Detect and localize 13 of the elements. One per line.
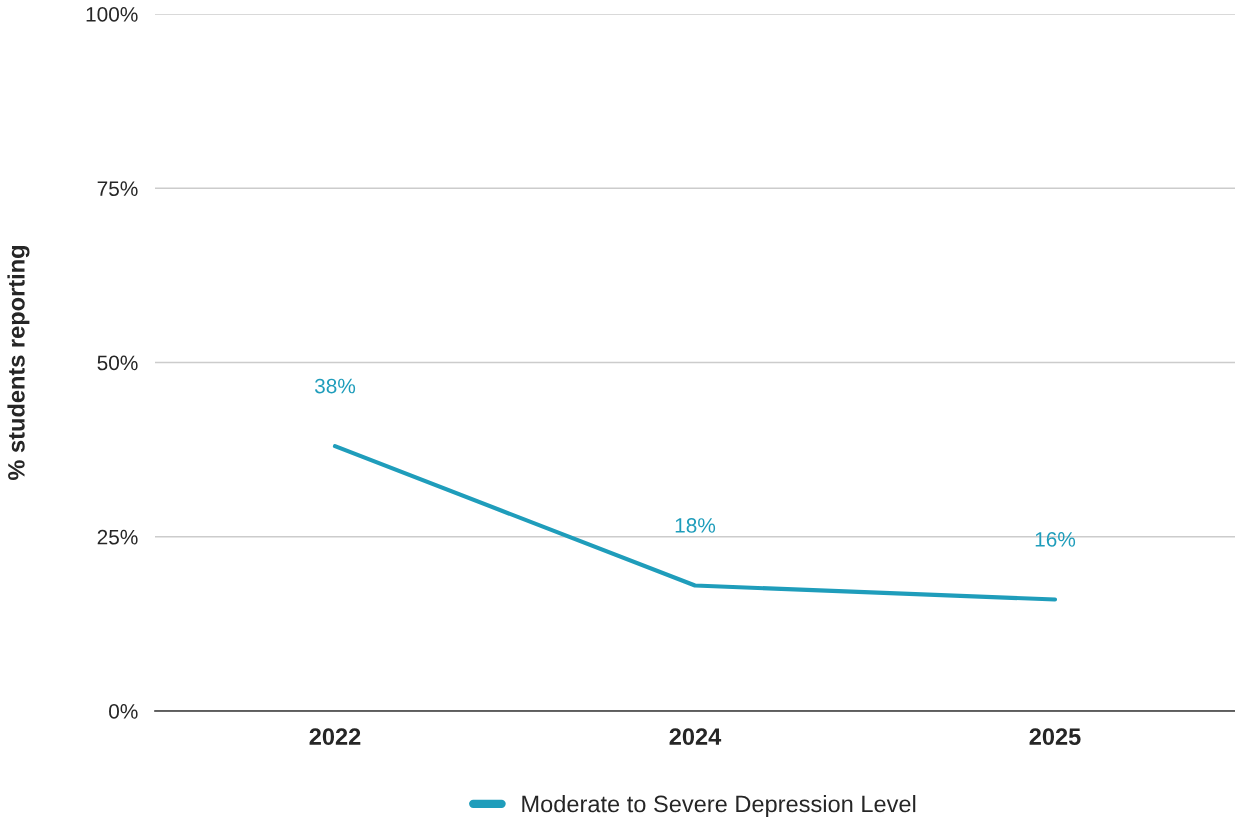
y-tick-label: 0% [109, 704, 138, 719]
legend-label: Moderate to Severe Depression Level [522, 794, 916, 817]
y-tick-label: 75% [97, 181, 138, 196]
y-tick-label: 100% [86, 7, 138, 22]
y-tick-label: 25% [97, 529, 138, 545]
data-label: 16% [1035, 532, 1076, 547]
x-tick-label: 2025 [1029, 728, 1081, 746]
y-axis-title: % students reporting [7, 246, 30, 480]
data-label: 38% [314, 378, 356, 394]
data-label: 18% [675, 518, 716, 533]
x-tick-label: 2022 [309, 728, 361, 746]
y-tick-label: 50% [97, 355, 138, 371]
x-tick-label: 2024 [669, 728, 722, 746]
